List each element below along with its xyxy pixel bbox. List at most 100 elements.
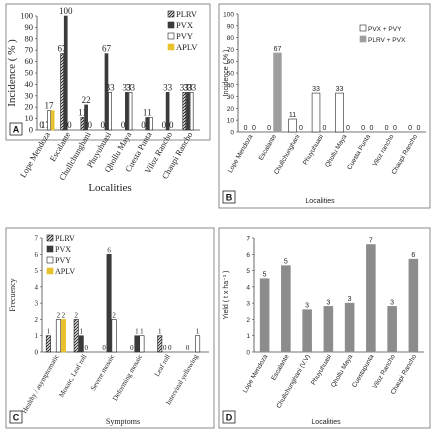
data-label: 67 (102, 44, 112, 54)
bar (125, 92, 129, 131)
bar (47, 110, 51, 131)
data-label: 17 (45, 101, 55, 111)
y-tick-label: 7 (35, 235, 39, 243)
data-label: 6 (411, 252, 415, 259)
legend-swatch (46, 245, 54, 253)
x-tick-label: Leaf roll (153, 353, 172, 378)
data-label: 1 (135, 328, 139, 336)
bar (63, 15, 68, 131)
bar (408, 258, 419, 353)
data-label: 0 (67, 120, 72, 130)
y-tick-label: 5 (35, 267, 39, 275)
bar (73, 319, 79, 353)
data-label: 0 (361, 125, 365, 132)
y-tick-label: 10 (25, 113, 34, 123)
x-tick-label: Healthy / asymptomatic (20, 353, 60, 415)
legend-label: APLV (176, 42, 198, 52)
legend-label: PVY (176, 31, 193, 41)
y-axis-label: Incidence ( % ) (223, 50, 230, 97)
panel-letter-box (9, 410, 23, 424)
data-label: 17 (41, 120, 51, 130)
panel-letter-box (222, 190, 236, 204)
y-tick-label: 7 (246, 236, 250, 243)
data-label: 11 (289, 112, 296, 119)
bar (182, 92, 187, 131)
bar (106, 253, 112, 353)
bar (273, 52, 282, 133)
bar (335, 92, 344, 133)
y-tick-label: 40 (227, 82, 235, 89)
bar (344, 302, 355, 353)
legend-label: APLV (55, 267, 75, 276)
bar (288, 118, 297, 133)
y-axis-label: Frecuency (8, 278, 17, 311)
data-label: 0 (88, 120, 93, 130)
data-label: 0 (162, 120, 167, 130)
bar (128, 92, 133, 131)
data-label: 2 (57, 311, 61, 319)
data-label: 100 (59, 6, 73, 16)
data-label: 5 (284, 259, 288, 266)
x-axis-label: Symptoms (106, 417, 140, 426)
y-tick-label: 100 (20, 11, 33, 21)
bar (145, 117, 150, 131)
y-tick-label: 2 (35, 316, 39, 324)
x-tick-label: Qhollu Maya (324, 133, 348, 168)
y-tick-label: 0 (29, 125, 33, 135)
data-label: 0 (408, 125, 412, 132)
data-label: 0 (267, 125, 271, 132)
bar (302, 309, 312, 353)
data-label: 33 (163, 82, 173, 92)
data-label: 0 (385, 125, 389, 132)
x-tick-label: Viloz rancho (372, 133, 396, 168)
legend-swatch (167, 43, 175, 51)
data-label: 1 (140, 328, 144, 336)
data-label: 1 (196, 328, 200, 336)
legend-label: PVX (176, 20, 193, 30)
bar (281, 265, 291, 353)
panel-A-frame (5, 3, 211, 141)
bar (165, 92, 170, 131)
legend-swatch (167, 32, 175, 40)
data-label: 11 (78, 107, 87, 117)
data-label: 67 (274, 46, 282, 53)
data-label: 33 (180, 82, 190, 92)
bar (139, 335, 145, 353)
data-label: 33 (126, 82, 136, 92)
y-tick-label: 6 (35, 251, 39, 259)
bar (366, 244, 376, 353)
data-label: 2 (74, 311, 78, 319)
y-tick-label: 4 (35, 283, 39, 291)
data-label: 3 (305, 303, 309, 310)
y-axis-label: Incidence ( % ) (6, 39, 18, 107)
panel-letter-box (9, 122, 23, 136)
legend-swatch (46, 234, 54, 242)
y-tick-label: 6 (246, 252, 250, 259)
data-label: 1 (158, 328, 162, 336)
x-tick-label: Lope Mendoza (18, 130, 52, 180)
panel-letter: C (13, 413, 20, 423)
y-tick-label: 10 (227, 118, 235, 125)
bar (104, 53, 109, 131)
legend-label: PVX + PVY (368, 26, 402, 33)
panel-letter: D (226, 413, 233, 423)
data-label: 1 (47, 328, 51, 336)
data-label: 0 (101, 120, 106, 130)
x-tick-label: Cuestapunta (351, 353, 376, 389)
data-label: 1 (79, 328, 83, 336)
y-tick-label: 0 (230, 130, 234, 137)
data-label: 3 (348, 296, 352, 303)
data-label: 3 (390, 299, 394, 306)
x-tick-label: Phuyuhuasi (310, 354, 333, 387)
panel-letter: A (13, 125, 20, 135)
data-label: 33 (106, 82, 116, 92)
legend-label: PVY (55, 256, 71, 265)
panel-C-frame (5, 227, 215, 429)
data-label: 0 (323, 125, 327, 132)
bar (134, 335, 140, 353)
x-tick-label: Lope Mendoza (242, 353, 270, 394)
bar (78, 335, 84, 353)
y-tick-label: 3 (35, 300, 39, 308)
data-label: 33 (312, 86, 320, 93)
